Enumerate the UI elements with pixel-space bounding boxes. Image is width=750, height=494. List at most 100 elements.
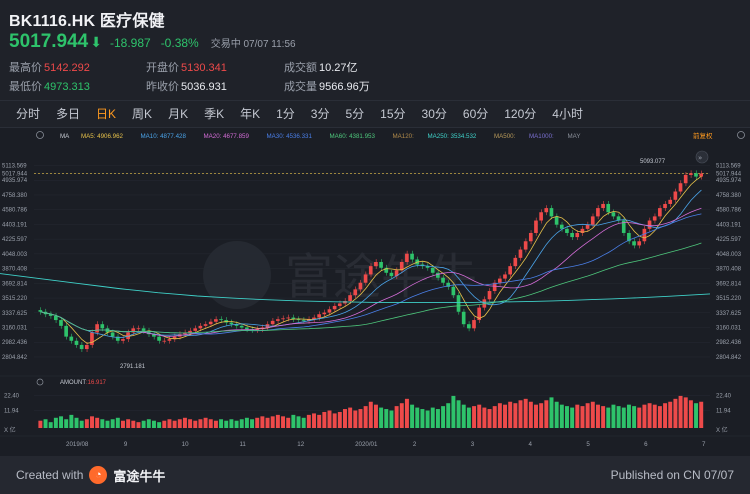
candle-body-10 [90, 332, 94, 345]
volume-bar-57 [332, 413, 337, 428]
volume-bar-18 [131, 420, 136, 428]
volume-bar-120 [657, 406, 662, 428]
tab-11[interactable]: 30分 [421, 107, 447, 121]
volume-bar-121 [663, 403, 668, 428]
ma-legend-5: MA60: 4381.953 [330, 133, 376, 140]
tab-10[interactable]: 15分 [380, 107, 406, 121]
volume-bar-97 [539, 403, 544, 428]
left-tick-8: 3870.408 [2, 267, 28, 273]
candle-body-128 [699, 173, 703, 177]
trading-status: 交易中 07/07 11:56 [210, 39, 296, 50]
left-tick-0: 5113.569 [2, 164, 27, 170]
tab-8[interactable]: 3分 [310, 107, 330, 121]
candle-body-120 [658, 208, 662, 217]
candle-body-79 [446, 282, 451, 287]
adjust-label: 前复权 [693, 131, 713, 140]
volume-bar-7 [74, 417, 79, 428]
candle-body-124 [678, 183, 683, 192]
right-tick-8: 3870.408 [716, 267, 742, 273]
tab-5[interactable]: 季K [204, 107, 225, 121]
volume-bar-84 [472, 406, 477, 428]
tab-3[interactable]: 周K [132, 107, 153, 121]
volume-bar-37 [229, 419, 234, 428]
volume-bar-113 [621, 407, 626, 428]
stat-low: 最低价 4973.313 [9, 81, 90, 93]
futu-logo-icon: ◔ [89, 466, 108, 484]
volume-bar-123 [673, 398, 678, 428]
candle-body-95 [528, 232, 533, 242]
candle-body-2 [48, 314, 53, 316]
volume-bar-65 [373, 404, 378, 428]
candle-body-80 [451, 286, 456, 296]
volume-bar-54 [317, 414, 322, 428]
candle-body-57 [332, 305, 337, 310]
tab-2[interactable]: 日K [96, 107, 117, 121]
candle-body-121 [663, 203, 667, 209]
vol-tick-right-0: 22.40 [716, 393, 732, 399]
share-footer: Created with ◔ 富途牛牛 Published on CN 07/0… [0, 456, 750, 494]
volume-bar-118 [647, 403, 652, 428]
volume-bar-6 [69, 414, 74, 428]
last-price: 5017.944 [9, 31, 89, 52]
volume-bar-122 [668, 401, 673, 428]
tab-14[interactable]: 4小时 [552, 107, 583, 121]
volume-bar-66 [379, 407, 384, 428]
volume-bar-38 [234, 420, 239, 428]
volume-bar-73 [415, 407, 420, 428]
candle-body-32 [203, 324, 208, 326]
left-tick-10: 3515.220 [2, 296, 28, 302]
volume-bar-74 [420, 409, 425, 428]
volume-bar-16 [121, 420, 125, 428]
volume-bar-55 [322, 411, 327, 428]
volume-bar-102 [565, 406, 569, 428]
volume-bar-110 [606, 407, 611, 428]
tab-12[interactable]: 60分 [462, 107, 489, 121]
tab-13[interactable]: 120分 [504, 107, 537, 121]
left-tick-7: 4048.003 [2, 252, 28, 258]
volume-bar-35 [219, 419, 224, 428]
tab-9[interactable]: 5分 [345, 107, 365, 121]
volume-bar-52 [306, 414, 311, 428]
tab-1[interactable]: 多日 [56, 107, 81, 121]
candle-body-68 [389, 272, 394, 277]
candle-body-61 [353, 289, 358, 296]
candle-body-28 [183, 332, 187, 335]
candle-body-11 [95, 324, 99, 333]
volume-bar-82 [461, 404, 466, 428]
candle-body-60 [348, 295, 352, 301]
volume-bar-85 [477, 404, 482, 428]
left-tick-2: 4935.974 [2, 178, 28, 184]
tab-6[interactable]: 年K [240, 107, 261, 121]
volume-bar-116 [637, 407, 642, 428]
volume-bar-53 [312, 413, 316, 428]
volume-bar-43 [260, 416, 265, 428]
volume-bar-107 [590, 401, 595, 428]
volume-bar-2 [48, 422, 53, 428]
kline-chart[interactable]: MA MA5: 4906.962 MA10: 4877.428 MA20: 4677.… [0, 128, 750, 456]
candle-body-88 [492, 282, 497, 292]
candle-body-85 [477, 307, 481, 321]
volume-bar-1 [43, 419, 48, 428]
volume-bar-125 [683, 397, 688, 428]
volume-bar-76 [430, 407, 435, 428]
volume-bar-117 [642, 404, 647, 428]
volume-bar-64 [368, 401, 373, 428]
candle-body-23 [157, 336, 161, 341]
volume-bar-91 [508, 401, 513, 428]
candle-body-76 [430, 267, 435, 273]
volume-bar-96 [534, 404, 538, 428]
tab-0[interactable]: 分时 [16, 107, 41, 121]
x-label-8: 4 [529, 441, 533, 448]
volume-bar-33 [208, 419, 213, 428]
ma-legend-3: MA20: 4677.859 [204, 133, 250, 140]
left-tick-11: 3337.625 [2, 311, 28, 317]
tab-4[interactable]: 月K [168, 107, 189, 121]
candle-body-90 [503, 274, 507, 279]
volume-bar-3 [53, 417, 58, 428]
tab-7[interactable]: 1分 [276, 107, 295, 121]
volume-bar-29 [188, 419, 193, 428]
volume-bar-32 [203, 417, 208, 428]
volume-bar-79 [446, 403, 451, 428]
candle-body-89 [497, 278, 502, 283]
candle-body-116 [637, 241, 642, 246]
